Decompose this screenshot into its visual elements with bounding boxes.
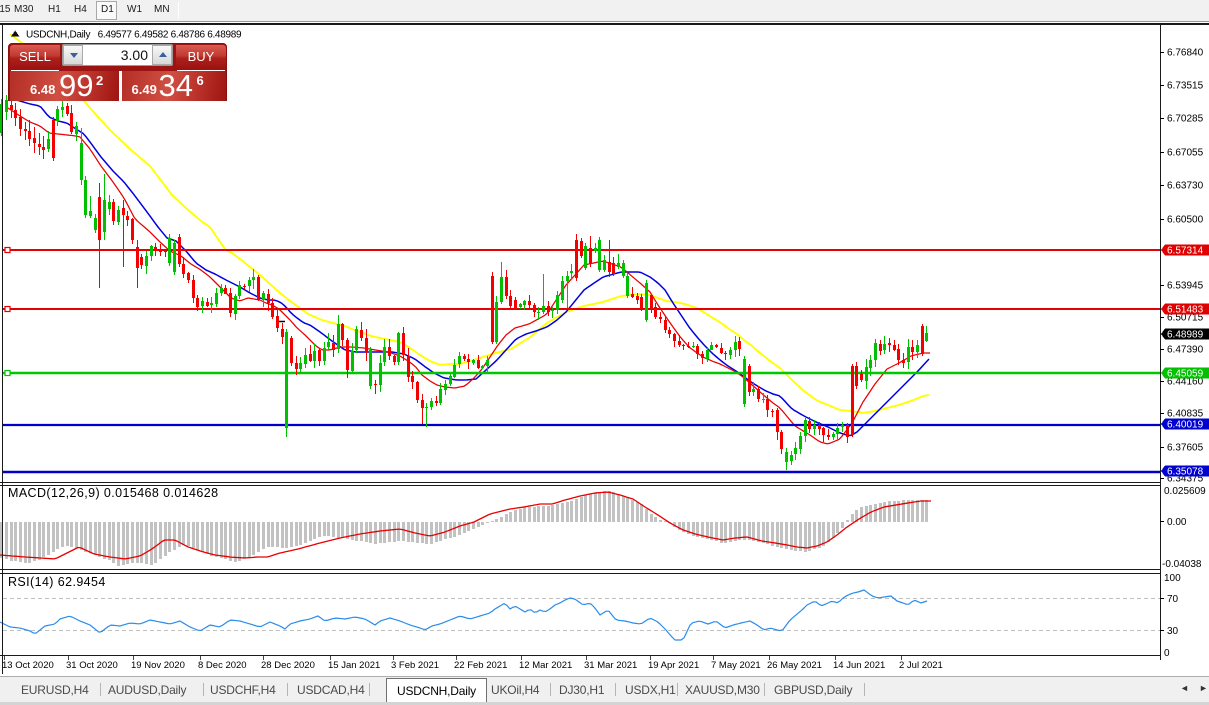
svg-text:19 Apr 2021: 19 Apr 2021 [648,660,699,671]
svg-text:70: 70 [1167,594,1179,605]
svg-text:3 Feb 2021: 3 Feb 2021 [391,660,439,671]
svg-text:0: 0 [1164,648,1170,659]
svg-text:6.45059: 6.45059 [1167,369,1204,380]
svg-text:31 Mar 2021: 31 Mar 2021 [584,660,637,671]
svg-text:14 Jun 2021: 14 Jun 2021 [833,660,885,671]
svg-text:19 Nov 2020: 19 Nov 2020 [131,660,185,671]
svg-text:6.44160: 6.44160 [1167,377,1204,388]
svg-text:USDCNH,Daily 6.49577 6.49582: USDCNH,Daily 6.49577 6.49582 6.48786 6.4… [26,30,242,41]
svg-text:6.34375: 6.34375 [1167,474,1204,485]
svg-text:6.57314: 6.57314 [1167,246,1204,257]
svg-text:22 Feb 2021: 22 Feb 2021 [454,660,507,671]
svg-text:28 Dec 2020: 28 Dec 2020 [261,660,315,671]
svg-text:6.50715: 6.50715 [1167,313,1204,324]
svg-text:MACD(12,26,9) 0.015468 0.01462: MACD(12,26,9) 0.015468 0.014628 [8,486,218,500]
svg-text:2 Jul 2021: 2 Jul 2021 [899,660,943,671]
svg-text:6.73515: 6.73515 [1167,81,1204,92]
svg-text:6.40835: 6.40835 [1167,409,1204,420]
svg-text:6.47390: 6.47390 [1167,345,1204,356]
svg-text:6.76840: 6.76840 [1167,48,1204,59]
svg-text:31 Oct 2020: 31 Oct 2020 [66,660,118,671]
svg-text:6.70285: 6.70285 [1167,114,1204,125]
svg-text:6.60500: 6.60500 [1167,215,1204,226]
svg-text:0.00: 0.00 [1167,517,1187,528]
svg-text:6.35078: 6.35078 [1167,467,1204,478]
svg-text:6.53945: 6.53945 [1167,281,1204,292]
svg-text:100: 100 [1164,573,1181,584]
svg-text:13 Oct 2020: 13 Oct 2020 [2,660,54,671]
svg-text:26 May 2021: 26 May 2021 [767,660,822,671]
svg-text:6.40019: 6.40019 [1167,420,1204,431]
svg-text:-0.04038: -0.04038 [1162,559,1202,570]
svg-text:6.37605: 6.37605 [1167,443,1204,454]
svg-text:8 Dec 2020: 8 Dec 2020 [198,660,247,671]
svg-text:6.67055: 6.67055 [1167,148,1204,159]
svg-text:7 May 2021: 7 May 2021 [711,660,761,671]
svg-text:15 Jan 2021: 15 Jan 2021 [328,660,380,671]
svg-text:30: 30 [1167,626,1179,637]
svg-text:0.025609: 0.025609 [1164,486,1206,497]
svg-text:6.48989: 6.48989 [1167,330,1204,341]
svg-text:12 Mar 2021: 12 Mar 2021 [519,660,572,671]
svg-text:6.51483: 6.51483 [1167,305,1204,316]
svg-text:RSI(14) 62.9454: RSI(14) 62.9454 [8,575,106,589]
svg-text:6.63730: 6.63730 [1167,181,1204,192]
